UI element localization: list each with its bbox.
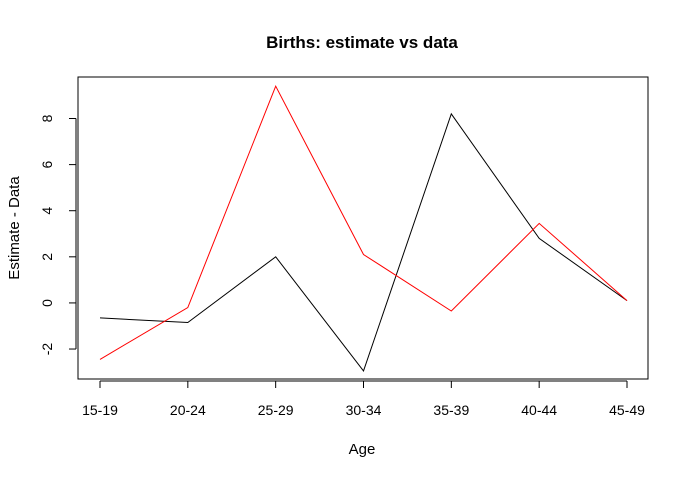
x-tick-label: 30-34: [346, 402, 382, 418]
x-axis-label: Age: [349, 441, 376, 458]
y-tick-label: 4: [39, 207, 55, 215]
x-tick-label: 40-44: [521, 402, 557, 418]
series-layer: [99, 85, 628, 372]
y-tick-label: -2: [39, 343, 55, 356]
x-tick-label: 25-29: [258, 402, 294, 418]
y-tick-label: 2: [39, 253, 55, 261]
y-tick-label: 6: [39, 161, 55, 169]
plot-frame: [77, 76, 649, 380]
y-axis-label: Estimate - Data: [6, 176, 23, 280]
y-axis: -2 0 2 4 6 8: [39, 114, 77, 356]
x-tick-label: 35-39: [433, 402, 469, 418]
series-line-2: [99, 85, 628, 360]
x-tick-label: 15-19: [82, 402, 118, 418]
x-axis: 15-19 20-24 25-29 30-34 35-39 40-44 45-49: [82, 380, 645, 418]
y-tick-label: 8: [39, 114, 55, 122]
x-tick-label: 45-49: [609, 402, 645, 418]
y-tick-label: 0: [39, 299, 55, 307]
chart-title: Births: estimate vs data: [266, 33, 458, 52]
series-line-1: [99, 112, 628, 372]
x-tick-label: 20-24: [170, 402, 206, 418]
